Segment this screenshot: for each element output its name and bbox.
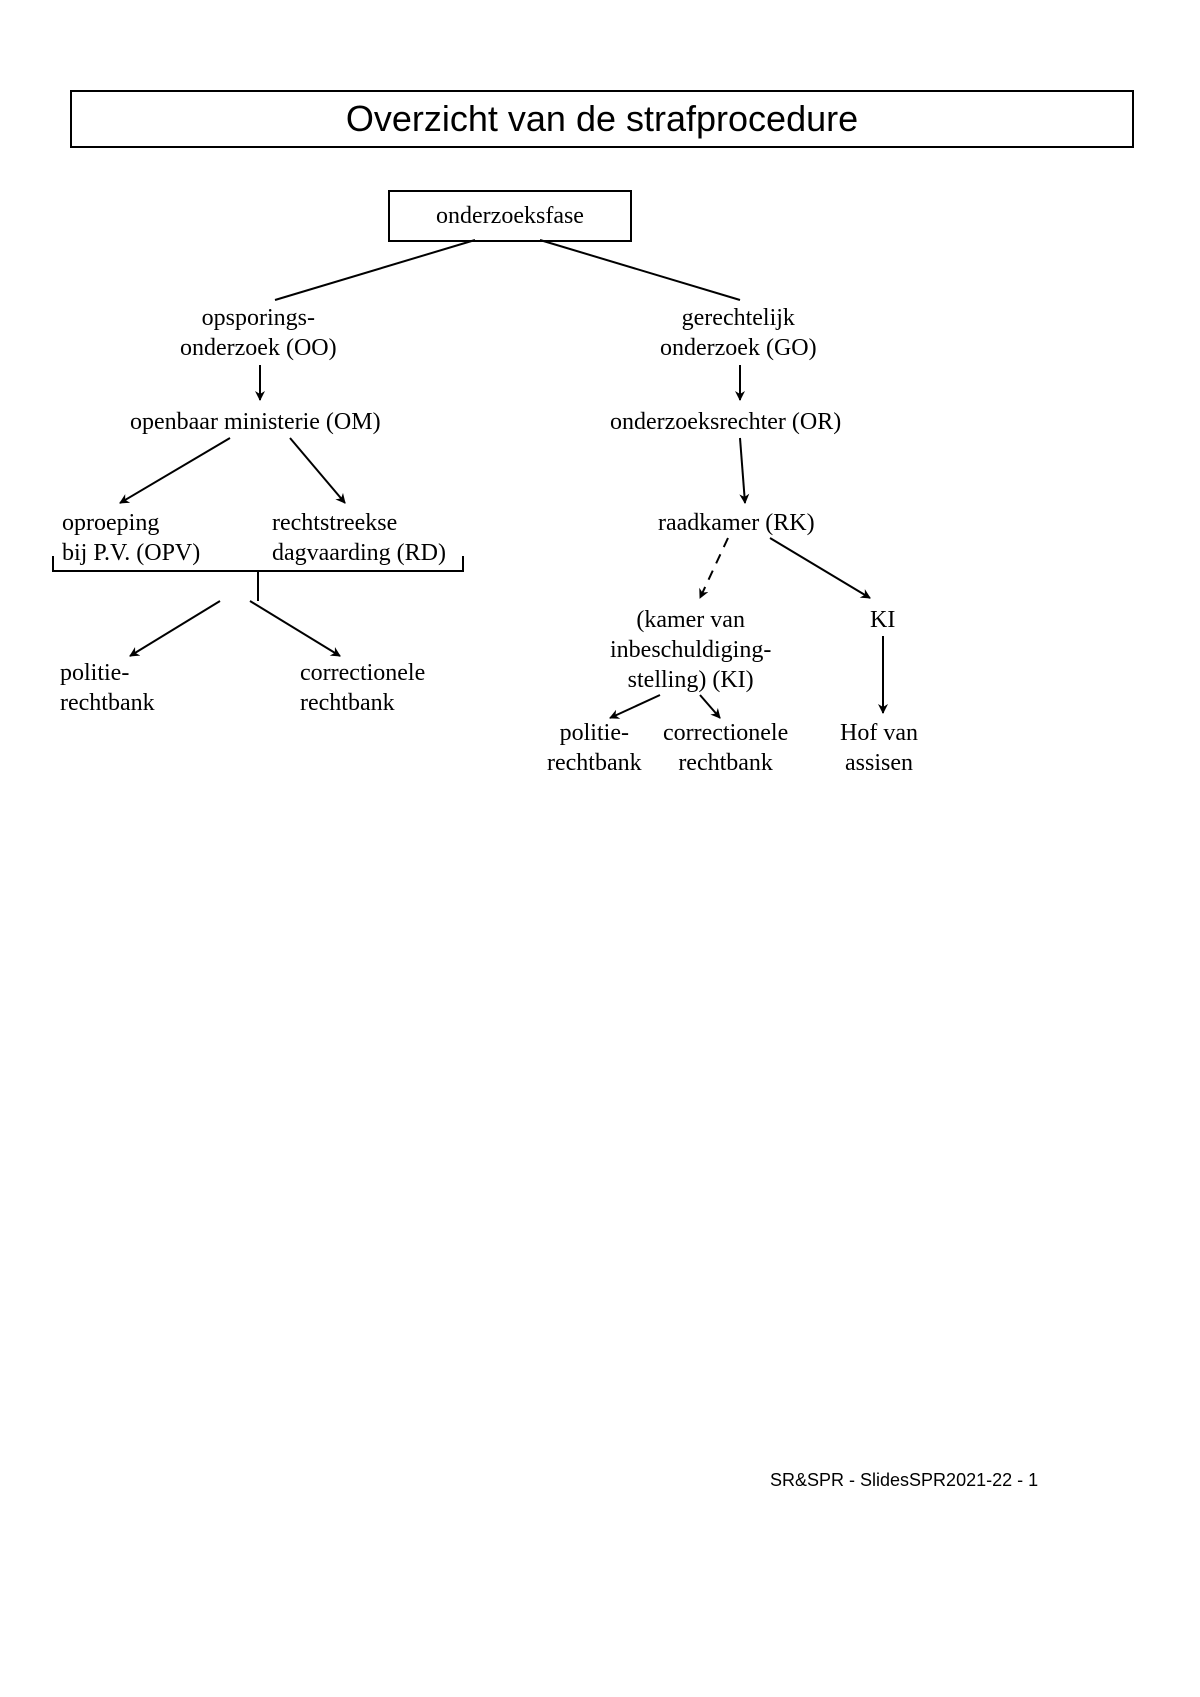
flow-node-label: oproeping bij P.V. (OPV) [62, 510, 200, 566]
flow-node-opv: oproeping bij P.V. (OPV) [62, 508, 200, 568]
flow-node-ki: KI [870, 605, 895, 635]
slide-footer: SR&SPR - SlidesSPR2021-22 - 1 [770, 1470, 1038, 1491]
flow-node-hof: Hof van assisen [840, 718, 918, 778]
flow-node-label: correctionele rechtbank [300, 660, 425, 716]
flow-node-label: openbaar ministerie (OM) [130, 409, 381, 435]
flow-node-label: (kamer van inbeschuldiging- stelling) (K… [610, 607, 771, 693]
flow-edge [275, 240, 475, 300]
flow-node-label: correctionele rechtbank [663, 720, 788, 776]
flowchart-edges [0, 0, 1200, 1697]
flow-node-kibox: (kamer van inbeschuldiging- stelling) (K… [610, 605, 771, 695]
page-title-text: Overzicht van de strafprocedure [346, 98, 858, 139]
flow-node-label: raadkamer (RK) [658, 510, 815, 536]
flow-node-label: opsporings- onderzoek (OO) [180, 305, 337, 361]
flow-node-polrb1: politie- rechtbank [60, 658, 155, 718]
flow-node-go: gerechtelijk onderzoek (GO) [660, 303, 817, 363]
flow-edge [700, 538, 728, 598]
flow-edge [740, 438, 745, 503]
flow-node-om: openbaar ministerie (OM) [130, 407, 381, 437]
page: Overzicht van de strafprocedure SR&SPR -… [0, 0, 1200, 1697]
slide-footer-text: SR&SPR - SlidesSPR2021-22 - 1 [770, 1470, 1038, 1490]
flow-edge [540, 240, 740, 300]
flow-edge [700, 695, 720, 718]
flow-node-corrb2: correctionele rechtbank [663, 718, 788, 778]
flow-edge [120, 438, 230, 503]
page-title: Overzicht van de strafprocedure [70, 90, 1134, 148]
flow-node-polrb2: politie- rechtbank [547, 718, 642, 778]
flow-node-corrb1: correctionele rechtbank [300, 658, 425, 718]
flow-edge [770, 538, 870, 598]
flow-edge [130, 601, 220, 656]
flow-edge [250, 601, 340, 656]
flow-node-label: politie- rechtbank [547, 720, 642, 776]
flow-edge [290, 438, 345, 503]
flow-node-label: onderzoeksrechter (OR) [610, 409, 841, 435]
flow-node-label: Hof van assisen [840, 720, 918, 776]
flow-node-label: KI [870, 607, 895, 633]
flow-node-rk: raadkamer (RK) [658, 508, 815, 538]
flow-node-label: rechtstreekse dagvaarding (RD) [272, 510, 446, 566]
flow-edge [610, 695, 660, 718]
flow-node-label: gerechtelijk onderzoek (GO) [660, 305, 817, 361]
flow-node-or: onderzoeksrechter (OR) [610, 407, 841, 437]
flow-node-oo: opsporings- onderzoek (OO) [180, 303, 337, 363]
flow-node-rd: rechtstreekse dagvaarding (RD) [272, 508, 446, 568]
flow-node-label: politie- rechtbank [60, 660, 155, 716]
flow-node-root: onderzoeksfase [388, 190, 632, 242]
flow-node-label: onderzoeksfase [436, 203, 584, 230]
